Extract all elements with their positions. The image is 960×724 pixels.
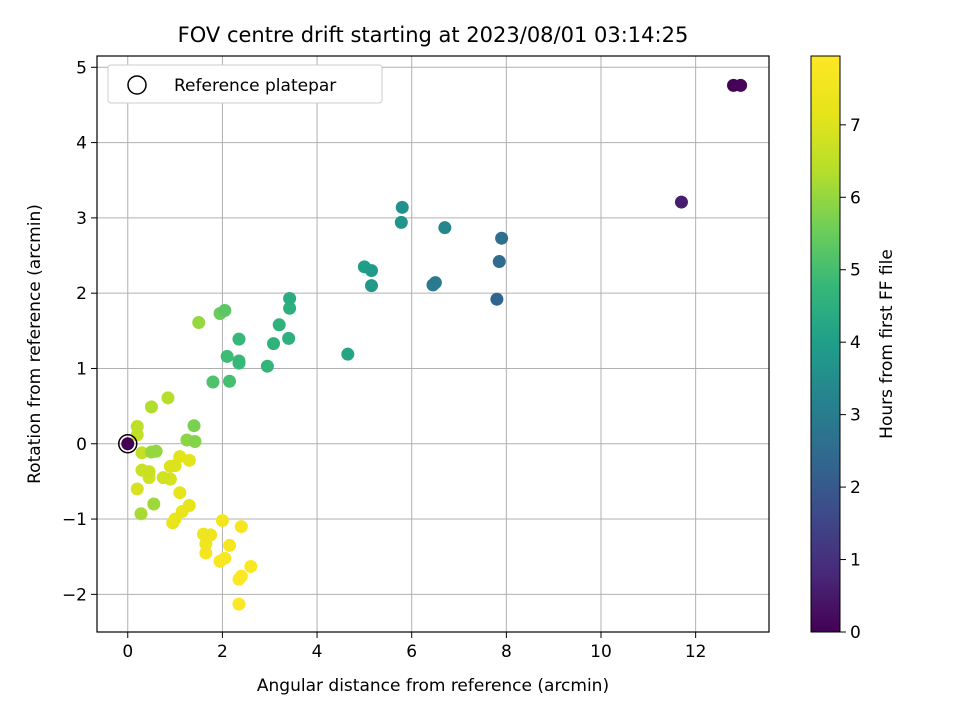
scatter-point xyxy=(223,538,237,552)
y-tick-label: 2 xyxy=(76,284,87,304)
scatter-point xyxy=(199,537,213,551)
y-tick-label: −1 xyxy=(62,510,87,530)
scatter-point xyxy=(232,572,246,586)
x-tick-label: 12 xyxy=(685,642,707,662)
scatter-point xyxy=(135,446,149,460)
colorbar-tick-label: 5 xyxy=(850,261,861,281)
scatter-point xyxy=(188,435,202,449)
scatter-point xyxy=(394,215,408,229)
scatter-point xyxy=(196,527,210,541)
scatter-point xyxy=(161,391,175,405)
x-axis: 0 2 4 6 8 10 12 xyxy=(122,632,706,662)
colorbar-tick-label: 3 xyxy=(850,406,861,426)
y-tick-label: 5 xyxy=(76,58,87,78)
y-tick-label: 1 xyxy=(76,359,87,379)
scatter-point xyxy=(272,318,286,332)
legend-label: Reference platepar xyxy=(174,76,336,96)
y-tick-label: 0 xyxy=(76,435,87,455)
scatter-point xyxy=(223,374,237,388)
colorbar: 0 1 2 3 4 5 6 7 Hours from first FF file xyxy=(810,55,897,643)
scatter-point xyxy=(142,465,156,479)
scatter-point xyxy=(187,419,201,433)
scatter-point xyxy=(134,507,148,521)
colorbar-ticks: 0 1 2 3 4 5 6 7 xyxy=(840,116,861,643)
reference-platepar-marker xyxy=(118,434,138,454)
scatter-point xyxy=(130,482,144,496)
colorbar-tick-label: 0 xyxy=(850,623,861,643)
x-tick-label: 6 xyxy=(406,642,417,662)
scatter-point xyxy=(144,400,158,414)
scatter-point xyxy=(232,332,246,346)
scatter-point xyxy=(232,354,246,368)
scatter-point xyxy=(426,278,440,292)
scatter-point xyxy=(168,459,182,473)
scatter-point xyxy=(215,514,229,528)
scatter-point xyxy=(156,471,170,485)
y-tick-label: 4 xyxy=(76,134,87,154)
x-tick-label: 0 xyxy=(122,642,133,662)
scatter-point xyxy=(260,359,274,373)
scatter-point xyxy=(192,316,206,330)
grid-lines xyxy=(97,56,769,632)
scatter-point xyxy=(182,453,196,467)
scatter-point xyxy=(213,554,227,568)
scatter-point xyxy=(234,520,248,534)
data-points xyxy=(121,78,748,611)
x-tick-label: 10 xyxy=(590,642,612,662)
chart-title: FOV centre drift starting at 2023/08/01 … xyxy=(178,23,689,47)
legend-box xyxy=(107,64,383,104)
scatter-point xyxy=(364,279,378,293)
colorbar-label: Hours from first FF file xyxy=(877,249,897,439)
scatter-point xyxy=(267,337,281,351)
scatter-point xyxy=(218,303,232,317)
scatter-point xyxy=(199,546,213,560)
scatter-point xyxy=(166,516,180,530)
scatter-point xyxy=(283,291,297,305)
x-tick-label: 8 xyxy=(501,642,512,662)
x-tick-label: 4 xyxy=(312,642,323,662)
scatter-point xyxy=(495,231,509,245)
scatter-point xyxy=(147,497,161,511)
legend: Reference platepar xyxy=(107,64,383,104)
scatter-point xyxy=(232,597,246,611)
scatter-point xyxy=(727,78,741,92)
scatter-point xyxy=(121,437,135,451)
scatter-point xyxy=(130,419,144,433)
plot-frame xyxy=(96,55,770,633)
colorbar-tick-label: 4 xyxy=(850,333,861,353)
scatter-point xyxy=(438,221,452,235)
scatter-point xyxy=(206,375,220,389)
scatter-point xyxy=(492,255,506,269)
colorbar-tick-label: 1 xyxy=(850,551,861,571)
scatter-point xyxy=(341,347,355,361)
scatter-point xyxy=(674,195,688,209)
scatter-point xyxy=(490,292,504,306)
colorbar-tick-label: 2 xyxy=(850,478,861,498)
y-axis: −2 −1 0 1 2 3 4 5 xyxy=(62,58,97,605)
scatter-point xyxy=(220,349,234,363)
scatter-point xyxy=(144,445,158,459)
scatter-point xyxy=(282,331,296,345)
colorbar-tick-label: 6 xyxy=(850,188,861,208)
y-axis-label: Rotation from reference (arcmin) xyxy=(25,204,45,484)
scatter-point xyxy=(283,301,297,315)
x-tick-label: 2 xyxy=(217,642,228,662)
scatter-point xyxy=(395,200,409,214)
legend-marker-icon xyxy=(127,75,147,95)
scatter-point xyxy=(364,264,378,278)
scatter-point xyxy=(173,486,187,500)
y-tick-label: −2 xyxy=(62,585,87,605)
colorbar-tick-label: 7 xyxy=(850,116,861,136)
scatter-point xyxy=(244,559,258,573)
scatter-point xyxy=(182,499,196,513)
x-axis-label: Angular distance from reference (arcmin) xyxy=(257,676,609,696)
y-tick-label: 3 xyxy=(76,209,87,229)
colorbar-gradient xyxy=(810,55,841,633)
